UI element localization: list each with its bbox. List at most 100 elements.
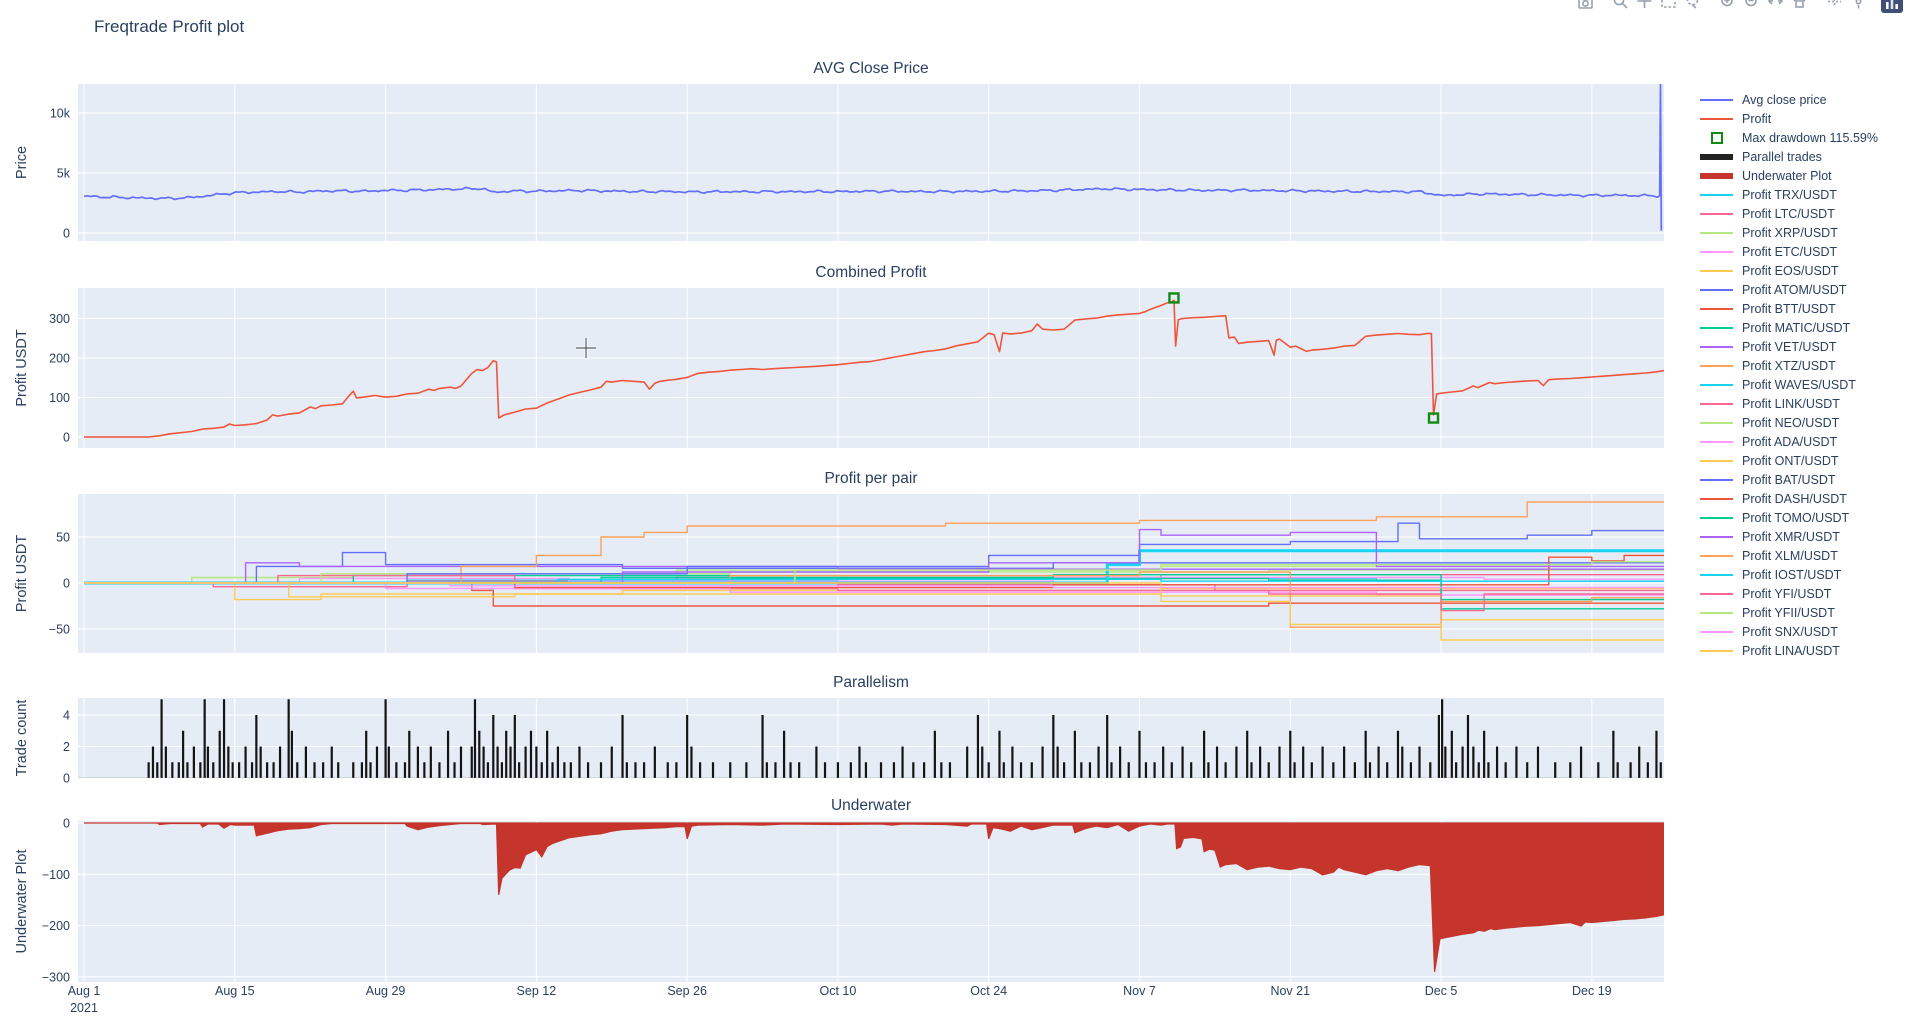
parallel-trades-bar <box>761 715 764 778</box>
legend-label: Profit WAVES/USDT <box>1742 377 1856 392</box>
parallel-trades-bar <box>815 746 818 778</box>
legend-item-profit-bat-usdt[interactable]: Profit BAT/USDT <box>1700 470 1905 489</box>
box-select-icon[interactable] <box>1659 0 1678 13</box>
legend-item-profit-btt-usdt[interactable]: Profit BTT/USDT <box>1700 299 1905 318</box>
legend-item-profit-link-usdt[interactable]: Profit LINK/USDT <box>1700 394 1905 413</box>
parallel-trades-bar <box>160 699 163 778</box>
parallel-trades-bar <box>774 762 777 778</box>
parallel-trades-bar <box>496 746 499 778</box>
zoom-out-icon[interactable] <box>1742 0 1761 13</box>
parallel-trades-bar <box>322 762 325 778</box>
parallel-trades-bar <box>375 746 379 778</box>
parallel-trades-bar <box>1056 746 1059 778</box>
parallel-trades-bar <box>1278 746 1281 778</box>
legend-label: Profit TOMO/USDT <box>1742 510 1850 525</box>
parallel-trades-bar <box>1396 730 1400 778</box>
parallel-trades-bar <box>1364 730 1367 778</box>
legend: Avg close price Profit Max drawdown 115.59… <box>1700 90 1905 660</box>
legend-item-profit-iost-usdt[interactable]: Profit IOST/USDT <box>1700 565 1905 584</box>
combined_profit-ytick: 100 <box>49 391 70 405</box>
parallel-trades-bar <box>1246 730 1249 778</box>
legend-item-profit[interactable]: Profit <box>1700 109 1905 128</box>
parallel-trades-bar <box>1144 762 1148 778</box>
legend-label: Profit DASH/USDT <box>1742 491 1847 506</box>
legend-item-profit-vet-usdt[interactable]: Profit VET/USDT <box>1700 337 1905 356</box>
parallel-trades-bar <box>387 746 390 778</box>
legend-item-profit-atom-usdt[interactable]: Profit ATOM/USDT <box>1700 280 1905 299</box>
parallel-trades-bar <box>1041 746 1044 778</box>
legend-item-profit-eos-usdt[interactable]: Profit EOS/USDT <box>1700 261 1905 280</box>
autoscale-icon[interactable] <box>1766 0 1785 13</box>
legend-item-profit-matic-usdt[interactable]: Profit MATIC/USDT <box>1700 318 1905 337</box>
series-avg-close-price <box>83 84 1663 231</box>
legend-item-profit-ont-usdt[interactable]: Profit ONT/USDT <box>1700 451 1905 470</box>
legend-item-profit-xmr-usdt[interactable]: Profit XMR/USDT <box>1700 527 1905 546</box>
profit_per_pair-ytick: −50 <box>49 623 70 637</box>
parallel-trades-bar <box>1466 715 1470 778</box>
plotly-logo-icon[interactable] <box>1880 0 1904 13</box>
modebar-group <box>1571 0 1595 13</box>
parallel-trades-bar <box>634 762 637 778</box>
toggle-spikelines-icon[interactable] <box>1825 0 1844 13</box>
legend-label: Profit EOS/USDT <box>1742 263 1839 278</box>
legend-item-profit-yfii-usdt[interactable]: Profit YFII/USDT <box>1700 603 1905 622</box>
legend-label: Profit SNX/USDT <box>1742 624 1838 639</box>
xtick-label: Oct 24 <box>970 984 1007 998</box>
reset-axes-icon[interactable] <box>1790 0 1809 13</box>
parallel-trades-bar <box>864 762 868 778</box>
parallel-trades-bar <box>1119 746 1122 778</box>
parallel-trades-bar <box>782 730 786 778</box>
parallel-trades-bar <box>492 715 495 778</box>
parallel-trades-bar <box>505 730 508 778</box>
parallel-trades-bar <box>290 730 293 778</box>
zoom-icon[interactable] <box>1611 0 1630 13</box>
legend-item-profit-ada-usdt[interactable]: Profit ADA/USDT <box>1700 432 1905 451</box>
parallel-trades-bar <box>1073 730 1076 778</box>
modebar-group <box>1606 0 1702 13</box>
combined_profit-plot-area[interactable] <box>78 288 1664 448</box>
legend-item-profit-dash-usdt[interactable]: Profit DASH/USDT <box>1700 489 1905 508</box>
parallel-trades-bar <box>395 762 398 778</box>
legend-item-profit-tomo-usdt[interactable]: Profit TOMO/USDT <box>1700 508 1905 527</box>
parallel-trades-bar <box>1569 762 1572 778</box>
parallel-trades-bar <box>1437 715 1440 778</box>
avg_close-plot-area[interactable] <box>78 84 1664 241</box>
hover-closest-icon[interactable] <box>1849 0 1868 13</box>
legend-label: Profit XTZ/USDT <box>1742 358 1836 373</box>
legend-item-profit-ltc-usdt[interactable]: Profit LTC/USDT <box>1700 204 1905 223</box>
parallel-trades-bar <box>304 746 307 778</box>
legend-label: Profit XRP/USDT <box>1742 225 1838 240</box>
legend-item-max-drawdown-115-59[interactable]: Max drawdown 115.59% <box>1700 128 1905 147</box>
legend-item-profit-snx-usdt[interactable]: Profit SNX/USDT <box>1700 622 1905 641</box>
legend-label: Profit YFII/USDT <box>1742 605 1835 620</box>
camera-icon[interactable] <box>1576 0 1595 13</box>
parallel-trades-bar <box>231 762 234 778</box>
parallel-trades-bar <box>1106 715 1109 778</box>
legend-item-profit-etc-usdt[interactable]: Profit ETC/USDT <box>1700 242 1905 261</box>
series-profit-etc-usdt <box>84 576 1664 584</box>
legend-item-profit-trx-usdt[interactable]: Profit TRX/USDT <box>1700 185 1905 204</box>
legend-item-profit-yfi-usdt[interactable]: Profit YFI/USDT <box>1700 584 1905 603</box>
legend-item-profit-lina-usdt[interactable]: Profit LINA/USDT <box>1700 641 1905 660</box>
legend-item-parallel-trades[interactable]: Parallel trades <box>1700 147 1905 166</box>
zoom-in-icon[interactable] <box>1718 0 1737 13</box>
legend-item-profit-xlm-usdt[interactable]: Profit XLM/USDT <box>1700 546 1905 565</box>
parallel-trades-bar <box>1207 762 1210 778</box>
parallel-trades-bar <box>1289 730 1292 778</box>
legend-item-underwater-plot[interactable]: Underwater Plot <box>1700 166 1905 185</box>
legend-swatch <box>1700 131 1733 144</box>
lasso-icon[interactable] <box>1683 0 1702 13</box>
pan-icon[interactable] <box>1635 0 1654 13</box>
parallelism-plot-area[interactable] <box>78 698 1664 778</box>
parallel-trades-bar <box>453 762 456 778</box>
parallel-trades-bar <box>1612 730 1615 778</box>
underwater-title: Underwater <box>831 797 911 814</box>
legend-item-profit-xtz-usdt[interactable]: Profit XTZ/USDT <box>1700 356 1905 375</box>
legend-item-profit-waves-usdt[interactable]: Profit WAVES/USDT <box>1700 375 1905 394</box>
legend-item-profit-xrp-usdt[interactable]: Profit XRP/USDT <box>1700 223 1905 242</box>
legend-item-profit-neo-usdt[interactable]: Profit NEO/USDT <box>1700 413 1905 432</box>
legend-item-avg-close-price[interactable]: Avg close price <box>1700 90 1905 109</box>
xtick-label: Aug 29 <box>366 984 406 998</box>
series-profit-xlm-usdt <box>84 571 1664 628</box>
parallel-trades-bar <box>879 762 883 778</box>
